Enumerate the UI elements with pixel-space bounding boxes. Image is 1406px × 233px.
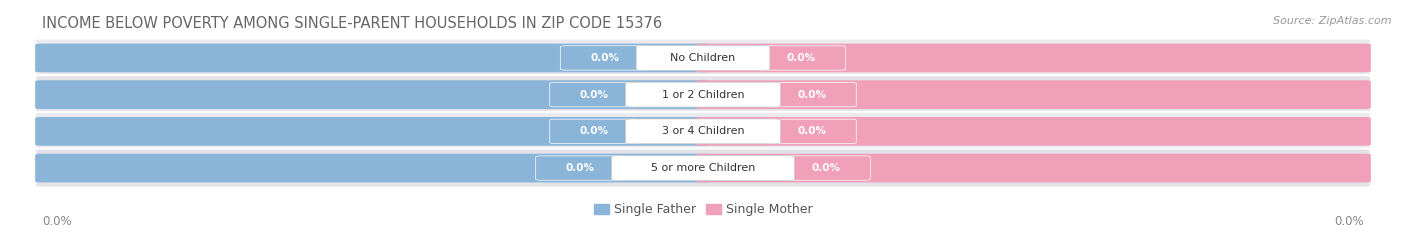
Text: 1 or 2 Children: 1 or 2 Children [662,90,744,100]
Text: 0.0%: 0.0% [1334,215,1364,228]
Text: INCOME BELOW POVERTY AMONG SINGLE-PARENT HOUSEHOLDS IN ZIP CODE 15376: INCOME BELOW POVERTY AMONG SINGLE-PARENT… [42,16,662,31]
FancyBboxPatch shape [550,82,638,107]
Text: 5 or more Children: 5 or more Children [651,163,755,173]
FancyBboxPatch shape [637,46,770,70]
FancyBboxPatch shape [35,117,710,146]
Text: No Children: No Children [671,53,735,63]
Text: 0.0%: 0.0% [811,163,841,173]
FancyBboxPatch shape [35,80,710,109]
FancyBboxPatch shape [696,44,1371,72]
FancyBboxPatch shape [756,46,846,70]
Text: 0.0%: 0.0% [797,126,827,136]
Text: Source: ZipAtlas.com: Source: ZipAtlas.com [1274,16,1392,26]
FancyBboxPatch shape [696,154,1371,182]
FancyBboxPatch shape [768,82,856,107]
Text: 3 or 4 Children: 3 or 4 Children [662,126,744,136]
FancyBboxPatch shape [696,80,1371,109]
FancyBboxPatch shape [35,38,1371,77]
FancyBboxPatch shape [550,119,638,144]
FancyBboxPatch shape [626,119,780,144]
Text: 0.0%: 0.0% [42,215,72,228]
FancyBboxPatch shape [35,112,1371,151]
FancyBboxPatch shape [696,117,1371,146]
Text: 0.0%: 0.0% [797,90,827,100]
Text: 0.0%: 0.0% [591,53,619,63]
FancyBboxPatch shape [35,149,1371,188]
FancyBboxPatch shape [35,154,710,182]
Text: 0.0%: 0.0% [565,163,595,173]
Text: 0.0%: 0.0% [579,126,609,136]
FancyBboxPatch shape [536,156,624,180]
FancyBboxPatch shape [35,44,710,72]
FancyBboxPatch shape [612,156,794,180]
FancyBboxPatch shape [561,46,650,70]
FancyBboxPatch shape [768,119,856,144]
FancyBboxPatch shape [782,156,870,180]
Text: 0.0%: 0.0% [787,53,815,63]
FancyBboxPatch shape [626,82,780,107]
FancyBboxPatch shape [35,75,1371,114]
Text: 0.0%: 0.0% [579,90,609,100]
Legend: Single Father, Single Mother: Single Father, Single Mother [593,203,813,216]
